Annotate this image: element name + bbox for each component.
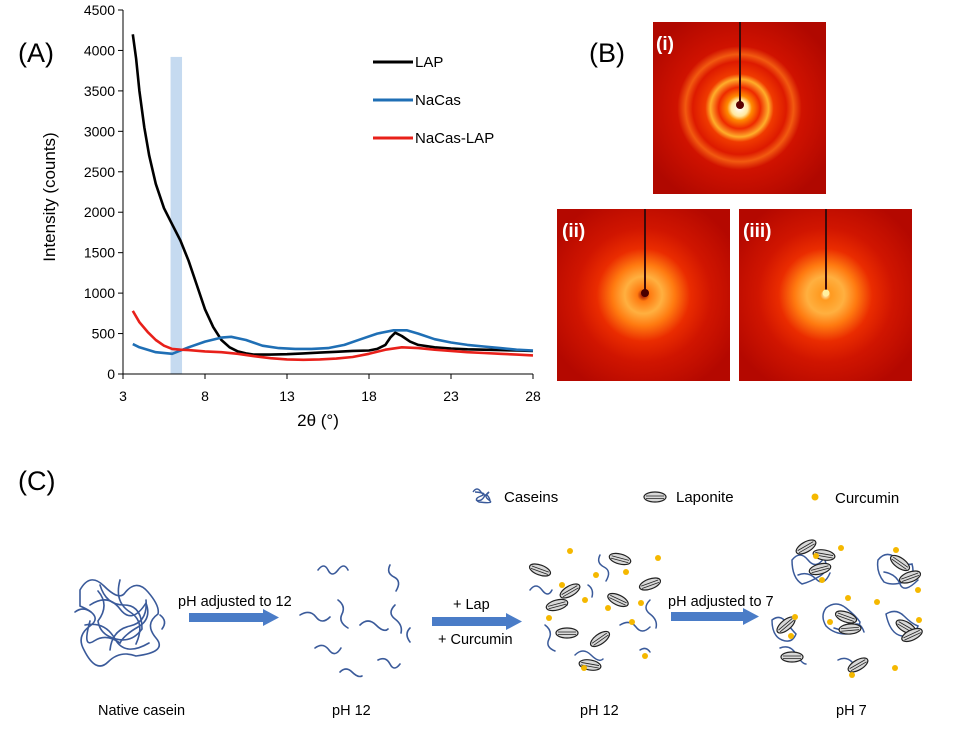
legend-label: NaCas [415, 92, 461, 109]
arrow-label-ph7: pH adjusted to 7 [668, 594, 774, 610]
x-tick-label: 8 [201, 388, 209, 404]
x-tick-label: 28 [525, 388, 541, 404]
series-line-nacas [132, 328, 534, 356]
x-axis-title: 2θ (°) [297, 411, 339, 430]
arrow-step-1 [189, 609, 279, 626]
y-tick-label: 2500 [84, 164, 115, 180]
y-tick-label: 2000 [84, 204, 115, 220]
mixture-ph12 [527, 548, 663, 673]
y-tick-label: 3500 [84, 83, 115, 99]
saxs-label-ii: (ii) [562, 221, 585, 242]
legend-laponite: Laponite [676, 489, 734, 506]
x-tick-label: 13 [279, 388, 295, 404]
y-tick-label: 4500 [84, 2, 115, 18]
step-label-ph12-b: pH 12 [580, 703, 619, 719]
clusters-ph7 [771, 536, 925, 678]
x-tick-label: 23 [443, 388, 459, 404]
native-casein-tangle [74, 579, 166, 667]
panel-label-c: (C) [18, 466, 55, 496]
x-tick-label: 18 [361, 388, 377, 404]
highlight-band [170, 56, 183, 374]
legend-curcumin: Curcumin [835, 490, 899, 507]
step-label-ph12-a: pH 12 [332, 703, 371, 719]
y-axis-title: Intensity (counts) [40, 132, 59, 261]
saxs-label-i: (i) [656, 34, 674, 55]
step-label-ph7: pH 7 [836, 703, 867, 719]
legend-caseins: Caseins [504, 489, 558, 506]
saxs-image-iii: (iii) [739, 209, 912, 381]
schematic-legend: Caseins Laponite Curcumin [472, 488, 899, 507]
legend-label: NaCas-LAP [415, 130, 494, 147]
arrow-label-ph12: pH adjusted to 12 [178, 594, 292, 610]
y-tick-label: 0 [107, 366, 115, 382]
y-tick-label: 4000 [84, 42, 115, 58]
x-tick-label: 3 [119, 388, 127, 404]
laponite-icon [643, 491, 667, 503]
panel-label-b: (B) [589, 38, 625, 68]
series-line-nacas-lap [131, 310, 534, 362]
arrow-step-3 [671, 608, 759, 625]
unfolded-chains [299, 564, 411, 678]
y-tick-label: 500 [92, 326, 116, 342]
y-tick-label: 1500 [84, 245, 115, 261]
y-tick-label: 1000 [84, 285, 115, 301]
xrd-chart: 0 500 1000 1500 2000 2500 3000 3500 4000 4500 3 8 13… [40, 2, 541, 430]
y-tick-label: 3000 [84, 123, 115, 139]
saxs-label-iii: (iii) [743, 221, 772, 242]
arrow-label-lap: + Lap [453, 597, 490, 613]
step-label-native: Native casein [98, 703, 185, 719]
arrow-label-curcumin: + Curcumin [438, 632, 513, 648]
saxs-image-ii: (ii) [557, 209, 730, 381]
panel-label-a: (A) [18, 38, 54, 68]
casein-icon [472, 488, 492, 504]
curcumin-icon [811, 493, 819, 501]
arrow-step-2 [432, 613, 522, 630]
saxs-image-i: (i) [653, 22, 826, 194]
series-line-lap [131, 34, 534, 356]
legend-label: LAP [415, 54, 443, 71]
